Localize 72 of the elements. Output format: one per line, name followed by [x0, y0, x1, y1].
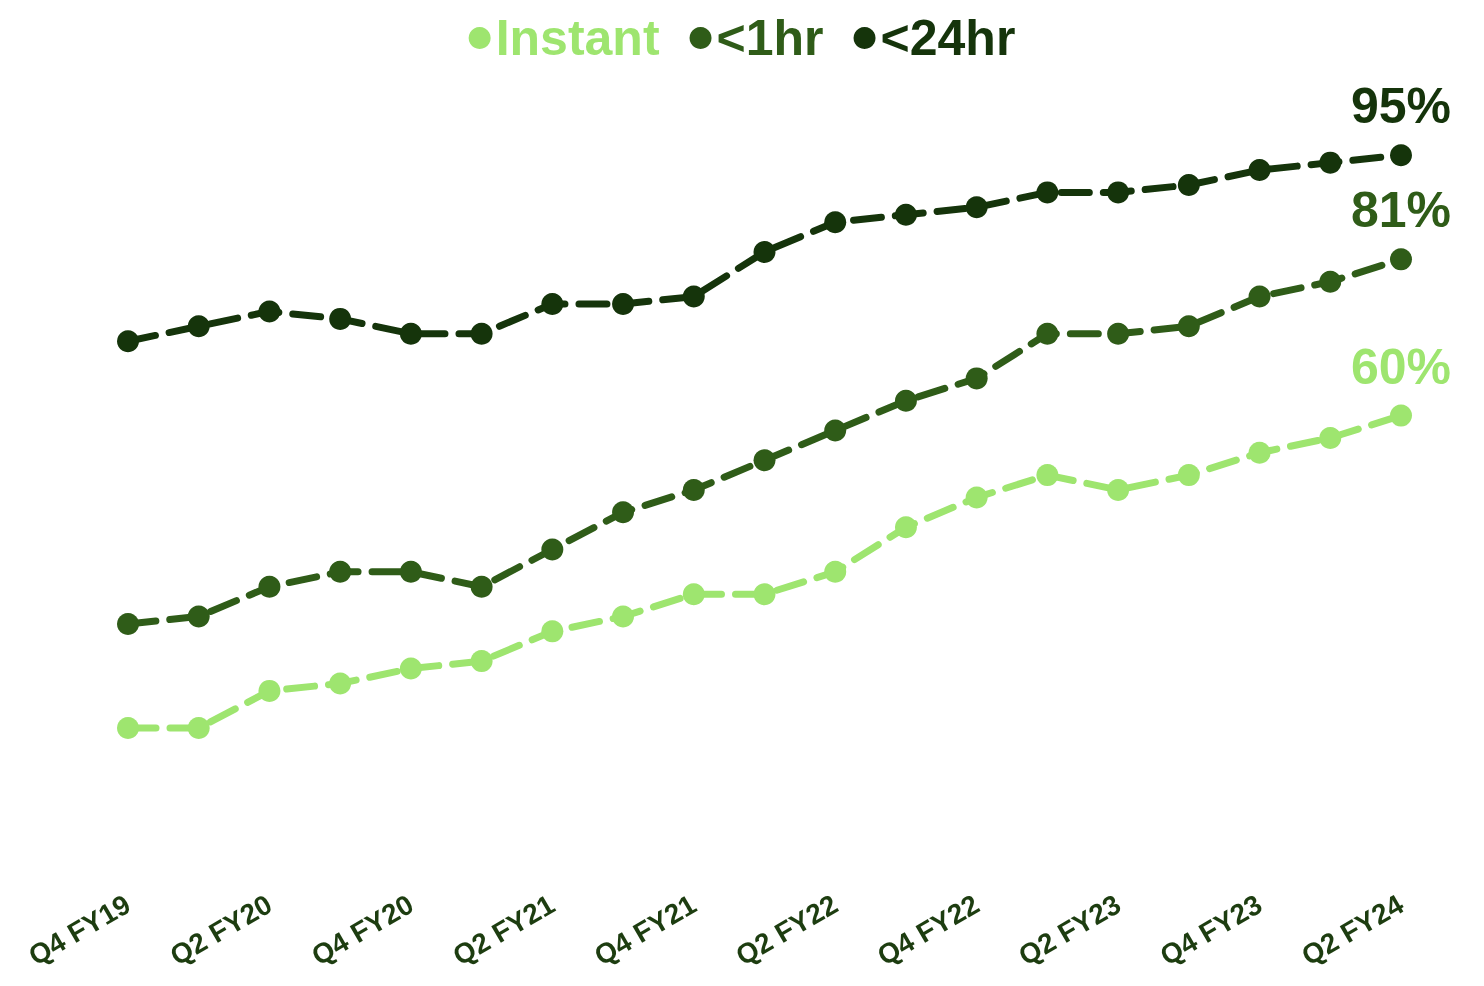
point: [894, 389, 917, 412]
x-tick-label: Q4 FY21: [589, 888, 702, 972]
point: [470, 650, 493, 673]
legend-label: Instant: [495, 10, 660, 66]
point: [470, 322, 493, 345]
point: [612, 293, 635, 315]
point: [753, 449, 776, 472]
point: [1248, 159, 1271, 182]
point: [965, 486, 988, 509]
x-tick-label: Q2 FY20: [164, 888, 278, 972]
point: [824, 211, 847, 234]
point: [399, 560, 422, 583]
point: [117, 717, 139, 740]
point: [541, 293, 564, 315]
x-tick-label: Q2 FY23: [1013, 888, 1126, 972]
point: [541, 620, 564, 643]
point: [117, 612, 139, 635]
legend-label: <24hr: [880, 10, 1016, 66]
point: [824, 560, 847, 583]
data-label: 60%: [1350, 338, 1452, 395]
point: [965, 367, 988, 390]
point: [965, 196, 988, 219]
x-tick-label: Q2 FY22: [730, 888, 843, 972]
point: [1390, 248, 1412, 271]
point: [329, 560, 352, 583]
point: [1036, 464, 1059, 487]
data-label: 95%: [1350, 78, 1452, 135]
point: [753, 240, 776, 263]
point: [470, 575, 493, 598]
point: [1177, 464, 1200, 487]
point: [1319, 426, 1342, 449]
point: [329, 307, 352, 330]
point: [1107, 181, 1130, 204]
point: [1036, 181, 1059, 204]
point: [258, 575, 281, 598]
point: [1390, 404, 1412, 427]
x-tick-label: Q4 FY22: [871, 888, 985, 972]
point: [187, 315, 210, 338]
point: [753, 583, 776, 606]
point: [258, 300, 281, 323]
x-tick-label: Q4 FY19: [23, 888, 136, 972]
point: [1319, 151, 1342, 174]
legend-label: <1hr: [716, 10, 824, 66]
point: [1319, 270, 1342, 293]
data-label: 81%: [1350, 182, 1452, 239]
point: [1107, 322, 1130, 345]
point: [1177, 315, 1200, 338]
point: [894, 516, 917, 539]
point: [1177, 173, 1200, 196]
point: [399, 322, 422, 345]
point: [187, 605, 210, 628]
point: [682, 479, 705, 501]
point: [612, 501, 635, 524]
point: [1248, 441, 1271, 464]
point: [1248, 285, 1271, 308]
point: [1390, 144, 1412, 167]
point: [1107, 479, 1130, 501]
point: [682, 583, 705, 606]
point: [329, 672, 352, 695]
x-tick-label: Q2 FY21: [447, 888, 561, 972]
x-tick-label: Q4 FY23: [1154, 888, 1268, 972]
point: [612, 605, 635, 628]
point: [399, 657, 422, 680]
point: [258, 679, 281, 702]
point: [187, 717, 210, 740]
point: [824, 419, 847, 442]
point: [894, 203, 917, 226]
point: [1036, 322, 1059, 345]
point: [117, 330, 139, 353]
point: [682, 285, 705, 308]
point: [541, 538, 564, 561]
x-tick-label: Q4 FY20: [306, 888, 419, 972]
